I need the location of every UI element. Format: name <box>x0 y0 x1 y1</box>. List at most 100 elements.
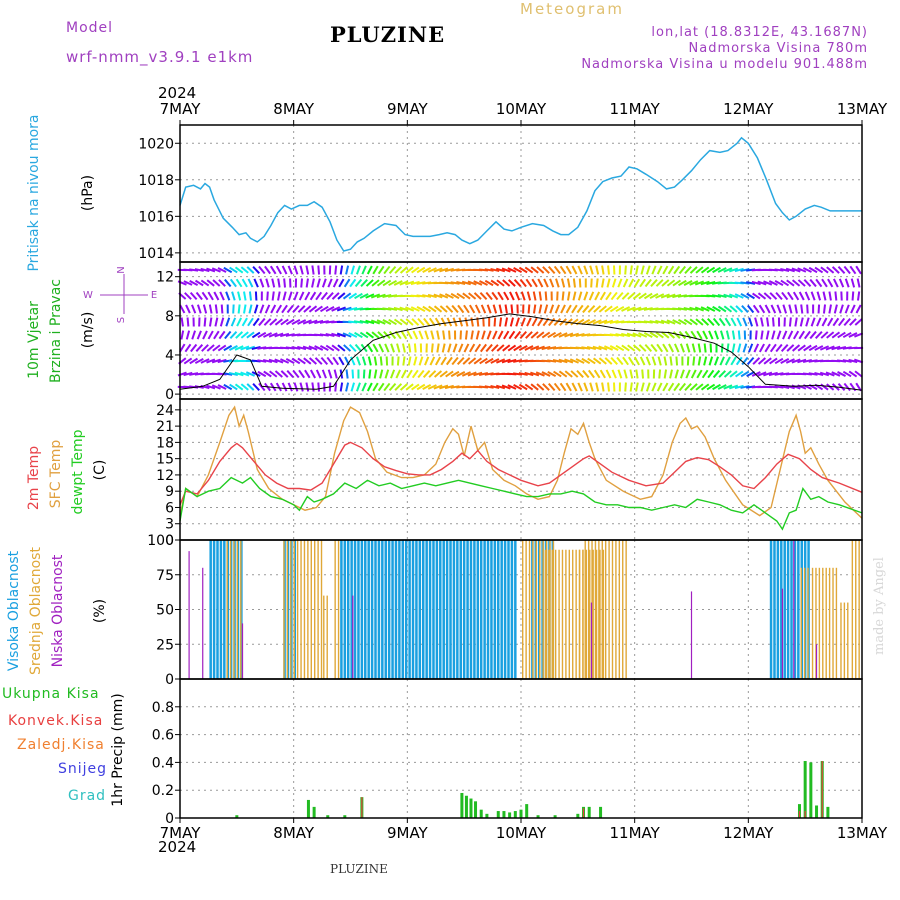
wind-arrow <box>719 356 725 366</box>
wind-arrow <box>316 278 321 288</box>
wind-arrow <box>229 331 238 339</box>
wind-arrow <box>808 344 818 352</box>
wind-arrow <box>526 317 532 327</box>
cloud-bars <box>188 540 860 679</box>
wind-arrow <box>228 372 239 376</box>
wind-arrow <box>616 291 624 301</box>
wind-arrow <box>191 330 197 340</box>
wind-arrow <box>399 306 409 312</box>
wind-arrow <box>558 358 568 364</box>
wind-arrow <box>229 278 237 288</box>
wind-arrow <box>283 278 287 288</box>
wind-arrow <box>400 330 408 340</box>
wind-arrow <box>456 292 466 300</box>
wind-arrow <box>794 304 798 314</box>
wind-arrow <box>683 318 693 326</box>
wind-arrow <box>248 304 253 314</box>
wind-arrow <box>355 265 361 275</box>
wind-arrow <box>402 343 406 353</box>
wind-arrow <box>513 384 523 390</box>
wind-arrow <box>598 319 608 325</box>
wind-arrow <box>707 318 715 326</box>
wind-arrow <box>674 369 679 379</box>
wind-arrow <box>552 359 562 363</box>
wind-arrow <box>439 267 449 273</box>
wind-arrow <box>604 357 613 365</box>
wind-arrow <box>248 291 252 301</box>
wind-arrow <box>371 331 380 339</box>
wind-arrow <box>666 319 676 325</box>
wind-arrow <box>800 304 804 314</box>
conv-precip-bar <box>821 761 823 818</box>
wind-arrow <box>643 292 653 300</box>
wind-arrow <box>445 356 453 366</box>
pressure-grid: 1014 1016 1018 1020 <box>138 125 862 262</box>
wind-arrow <box>498 304 503 314</box>
y-tick-label: 15 <box>156 452 174 468</box>
wind-arrow <box>456 357 465 365</box>
wind-arrow <box>697 343 702 353</box>
wind-arrow <box>220 304 224 314</box>
wind-arrow <box>214 304 218 314</box>
wind-arrow <box>577 265 583 275</box>
wind-arrow <box>803 344 812 352</box>
wind-arrow <box>484 279 494 287</box>
wind-arrow <box>831 266 840 274</box>
wind-arrow <box>816 317 822 327</box>
wind-arrow <box>537 317 544 327</box>
wind-arrow <box>740 268 750 272</box>
wind-arrow <box>315 369 322 379</box>
wind-arrow <box>351 369 355 379</box>
wind-arrow <box>635 265 639 275</box>
wind-arrow <box>764 343 771 353</box>
wind-arrow <box>519 278 527 288</box>
wind-arrow <box>708 330 714 340</box>
wind-arrow <box>717 305 727 313</box>
wind-arrow <box>263 332 273 338</box>
wind-arrow <box>406 330 413 340</box>
wind-arrow <box>763 292 772 300</box>
wind-arrow <box>429 356 436 366</box>
wind-arrow <box>297 357 306 365</box>
y-tick-label: 0 <box>165 387 174 403</box>
wind-arrow <box>694 280 705 286</box>
wind-arrow <box>672 319 682 325</box>
wind-arrow <box>725 330 730 340</box>
wind-arrow <box>196 330 202 340</box>
wind-arrow <box>809 278 817 288</box>
wind-arrow <box>565 265 572 275</box>
wind-arrow <box>243 304 247 314</box>
high-cloud-ylabel: Visoka Oblacnost <box>6 550 22 671</box>
wind-arrow <box>547 265 556 275</box>
wind-arrow <box>842 359 852 363</box>
wind-arrow <box>638 292 647 300</box>
wind-arrow <box>536 383 545 391</box>
wind-arrow <box>728 267 739 273</box>
wind-arrow <box>189 291 198 301</box>
y-tick-label: 12 <box>156 270 174 286</box>
wind-arrow <box>598 305 607 313</box>
wind-arrow <box>491 344 499 352</box>
wind-arrow <box>737 343 742 353</box>
wind-arrow <box>332 356 340 366</box>
wind-arrow <box>219 317 225 327</box>
wind-arrow <box>298 369 306 379</box>
wind-arrow <box>741 304 749 314</box>
wind-arrow <box>184 292 192 300</box>
wind-arrow <box>513 344 522 352</box>
wind-arrow <box>635 369 639 379</box>
wind-arrow <box>781 291 789 301</box>
year-top: 2024 <box>158 84 197 102</box>
wind-arrow <box>814 345 824 351</box>
wind-arrow <box>469 304 476 314</box>
wind-arrow <box>684 266 692 274</box>
wind-arrow <box>470 330 474 340</box>
total-precip-bar <box>485 813 489 818</box>
wind-arrow <box>462 292 471 300</box>
wind-arrow <box>320 291 328 301</box>
wind-arrow <box>675 356 679 366</box>
wind-arrow <box>439 305 448 313</box>
wind-arrow <box>822 291 827 301</box>
wind-arrow <box>757 292 767 300</box>
wind-arrow <box>417 317 425 327</box>
